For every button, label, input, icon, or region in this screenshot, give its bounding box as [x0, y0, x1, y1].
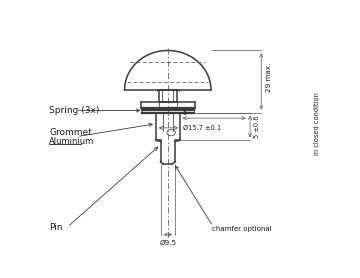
Text: 5 ±0.6: 5 ±0.6 [254, 115, 260, 138]
Text: Pin: Pin [49, 223, 63, 232]
Text: 5: 5 [183, 110, 187, 116]
Text: Ø15.7 ±0.1: Ø15.7 ±0.1 [183, 125, 221, 131]
Text: Grommet: Grommet [49, 128, 92, 137]
Text: 29 max.: 29 max. [266, 63, 272, 92]
Text: Aluminium: Aluminium [49, 137, 94, 147]
Text: chamfer optional: chamfer optional [212, 225, 272, 232]
Text: Ø9.5: Ø9.5 [159, 240, 176, 246]
Text: Spring (3x): Spring (3x) [49, 106, 100, 115]
Text: in closed condition: in closed condition [314, 92, 320, 155]
